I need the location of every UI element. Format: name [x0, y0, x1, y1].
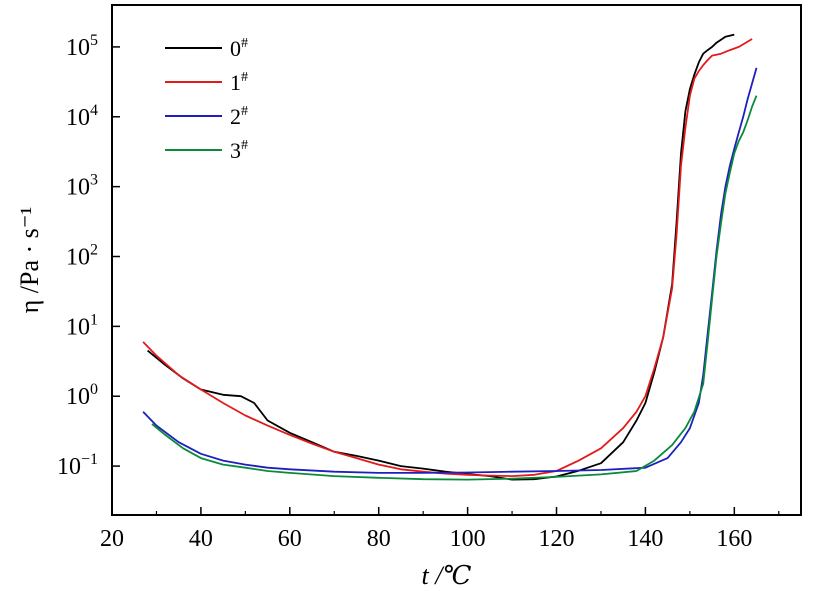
series-line-3	[151, 95, 758, 481]
x-tick-label: 60	[278, 526, 302, 552]
x-tick-label: 40	[189, 526, 213, 552]
y-tick-label: 104	[66, 102, 98, 131]
legend-label-3: 3#	[230, 138, 248, 163]
legend: 0# 1# 2# 3#	[165, 36, 248, 163]
y-axis-title: η /Pa · s⁻¹	[15, 207, 44, 314]
series-line-2	[142, 67, 758, 474]
plot-frame	[111, 4, 802, 516]
series-lines	[142, 33, 758, 481]
x-axis-ticks: 20 40 60 80 100 120 140 160	[100, 507, 780, 552]
legend-label-2: 2#	[230, 104, 248, 129]
legend-label-0: 0#	[230, 36, 248, 61]
y-tick-label: 100	[66, 381, 98, 410]
series-line-1	[142, 38, 753, 477]
y-tick-label: 102	[66, 242, 98, 271]
legend-label-1: 1#	[230, 70, 248, 95]
series-line-0	[147, 33, 735, 481]
x-tick-label: 80	[367, 526, 391, 552]
y-tick-label: 10−1	[57, 451, 98, 480]
x-tick-label: 160	[716, 526, 752, 552]
y-tick-label: 103	[66, 172, 98, 201]
x-tick-label: 20	[100, 526, 124, 552]
y-tick-label: 101	[66, 311, 98, 340]
x-tick-label: 100	[450, 526, 486, 552]
x-tick-label: 120	[539, 526, 575, 552]
y-axis-ticks: 10−1 100 101 102 103 104 105	[57, 32, 120, 480]
x-tick-label: 140	[627, 526, 663, 552]
y-tick-label: 105	[66, 32, 98, 61]
x-axis-title: t /℃	[421, 561, 471, 590]
